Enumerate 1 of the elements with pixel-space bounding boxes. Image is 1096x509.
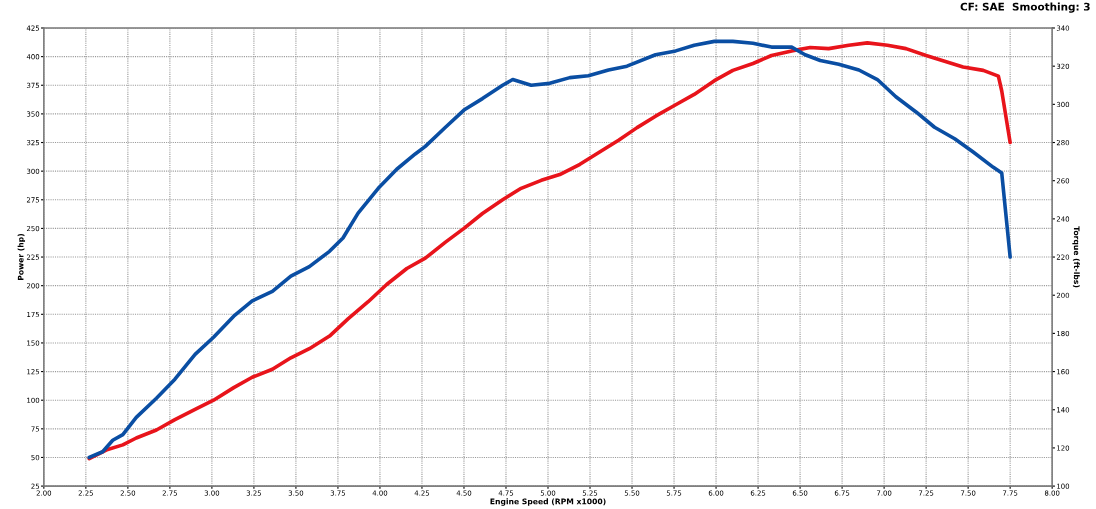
text: CF: SAE Smoothing: 3 (960, 2, 1090, 13)
